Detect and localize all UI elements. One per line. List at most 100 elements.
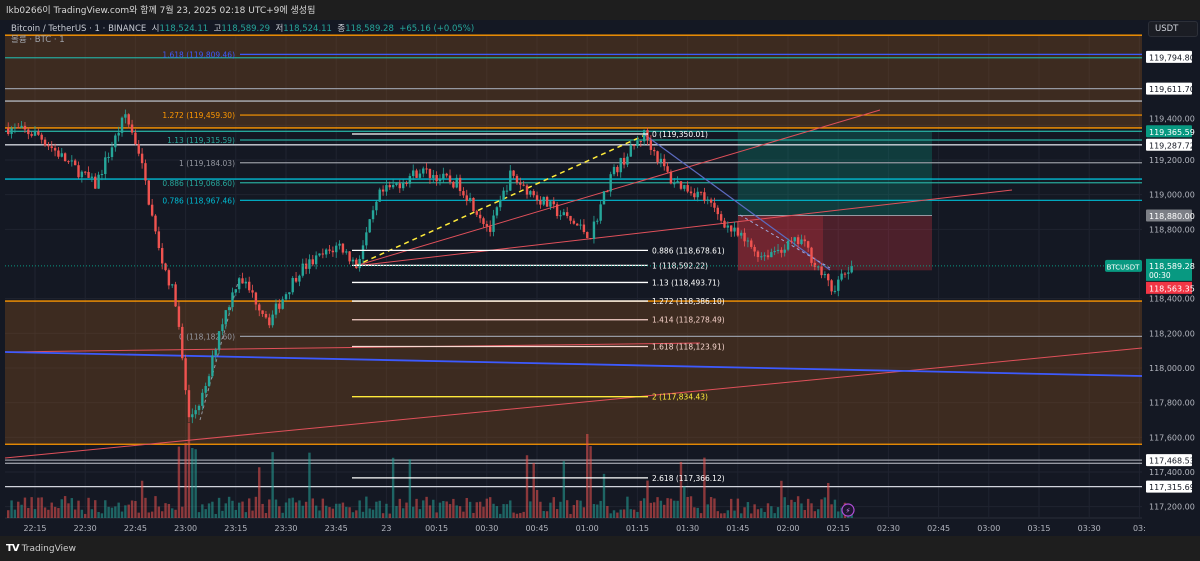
candle-body	[616, 166, 619, 173]
candle-body	[204, 386, 207, 393]
high-value: 118,589.29	[221, 24, 271, 34]
volume-bar	[20, 504, 23, 518]
volume-bar	[569, 513, 572, 518]
candle-body	[525, 185, 529, 195]
candle-body	[341, 243, 345, 253]
volume-bar	[375, 501, 378, 518]
volume-legend[interactable]: 볼륨 · BTC · 1	[11, 35, 65, 45]
candle-body	[23, 125, 27, 130]
candle-body	[478, 214, 482, 219]
volume-bar	[43, 507, 47, 518]
volume-bar	[291, 497, 294, 518]
candle-body	[495, 207, 499, 216]
candle-body	[743, 232, 746, 242]
time-axis-label: 02:00	[776, 524, 799, 533]
candle-body	[63, 153, 67, 162]
fib-left-level-label: 1.618 (119,809.46)	[162, 50, 235, 59]
candle-body	[796, 237, 800, 245]
candle-body	[435, 175, 438, 182]
candle-body	[398, 183, 402, 189]
volume-bar	[90, 509, 94, 518]
volume-bar	[743, 507, 746, 518]
candle-body	[673, 183, 676, 185]
candle-body	[221, 324, 224, 332]
candle-body	[713, 202, 716, 208]
candle-body	[84, 171, 87, 173]
volume-bar	[582, 507, 586, 518]
candle-body	[375, 201, 378, 211]
candle-body	[94, 176, 97, 189]
volume-bar	[274, 499, 278, 518]
candle-body	[164, 263, 167, 271]
volume-bar	[535, 489, 539, 518]
currency-unit-button[interactable]: USDT	[1148, 21, 1198, 37]
candle-body	[274, 303, 278, 315]
volume-bar	[224, 503, 227, 518]
volume-bar	[448, 504, 452, 518]
shaded-zone	[5, 35, 1142, 128]
candle-body	[519, 182, 522, 185]
volume-bar	[191, 448, 194, 518]
candle-body	[137, 144, 140, 154]
lightning-icon[interactable]	[841, 503, 855, 517]
candle-body	[683, 185, 686, 189]
candle-body	[452, 181, 455, 188]
time-axis-label: 22:30	[74, 524, 97, 533]
candle-body	[50, 146, 53, 148]
candle-body	[576, 223, 579, 226]
symbol-tag-label: BTCUSDT	[1107, 263, 1141, 271]
low-value: 118,524.11	[283, 24, 332, 34]
volume-bar	[766, 503, 770, 518]
symbol-name[interactable]: Bitcoin / TetherUS · 1 · BINANCE	[11, 24, 147, 34]
volume-bar	[80, 509, 84, 518]
candle-body	[445, 173, 448, 176]
candle-body	[361, 245, 365, 259]
candle-body	[472, 197, 475, 212]
volume-bar	[94, 500, 97, 518]
volume-bar	[555, 509, 559, 518]
volume-bar	[790, 499, 793, 518]
volume-bar	[412, 506, 415, 518]
volume-bar	[676, 500, 679, 518]
candle-body	[619, 157, 622, 173]
volume-bar	[338, 503, 341, 518]
time-axis-label: 02:45	[927, 524, 950, 533]
candle-body	[304, 263, 308, 269]
volume-bar	[703, 457, 706, 518]
volume-bar	[97, 512, 100, 518]
volume-bar	[405, 502, 408, 518]
volume-bar	[428, 505, 432, 518]
volume-bar	[120, 511, 124, 518]
candle-body	[391, 184, 395, 188]
volume-bar	[7, 510, 10, 518]
candle-body	[709, 199, 713, 203]
close-value: 118,589.28	[345, 24, 394, 34]
candle-body	[181, 326, 184, 359]
fib-right-level-label: 1.272 (118,386.10)	[652, 297, 725, 306]
fib-left-level-label: 1 (119,184.03)	[179, 159, 235, 168]
candle-body	[378, 189, 381, 202]
candle-body	[740, 232, 743, 236]
symbol-tag	[1105, 259, 1142, 272]
price-axis-label: 118,200.00	[1149, 329, 1195, 338]
volume-bar	[562, 461, 566, 518]
candle-body	[475, 211, 479, 215]
volume-bar	[40, 497, 43, 518]
volume-bar	[522, 511, 525, 518]
candle-body	[231, 292, 234, 308]
volume-bar	[84, 513, 87, 518]
volume-bar	[378, 500, 381, 518]
time-axis-label: 02:30	[877, 524, 900, 533]
volume-bar	[740, 513, 743, 518]
volume-bar	[616, 512, 619, 518]
candle-body	[559, 215, 562, 217]
candle-body	[281, 299, 284, 309]
candle-body	[104, 157, 107, 175]
candle-body	[351, 259, 355, 262]
volume-bar	[335, 503, 338, 518]
volume-bar	[442, 501, 445, 518]
candle-body	[646, 129, 649, 141]
volume-bar	[60, 499, 63, 518]
candle-body	[847, 272, 850, 274]
